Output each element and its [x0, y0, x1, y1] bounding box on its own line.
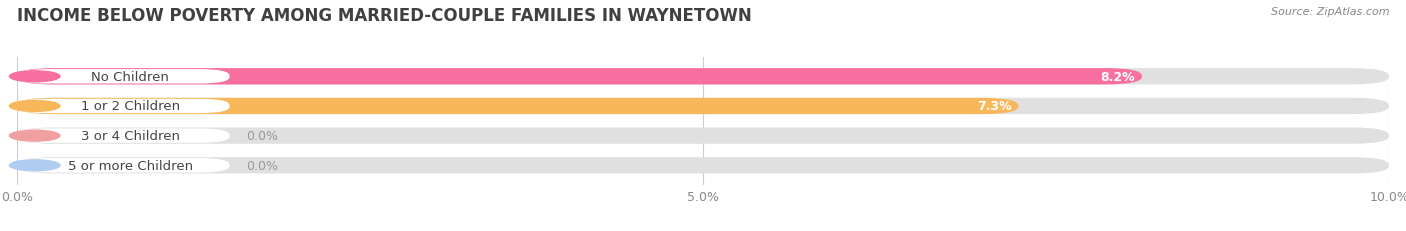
FancyBboxPatch shape [17, 98, 1389, 115]
Circle shape [10, 101, 60, 112]
FancyBboxPatch shape [17, 158, 229, 173]
Text: 7.3%: 7.3% [977, 100, 1012, 113]
Text: Source: ZipAtlas.com: Source: ZipAtlas.com [1271, 7, 1389, 17]
Text: 0.0%: 0.0% [246, 159, 278, 172]
FancyBboxPatch shape [17, 70, 229, 84]
Text: 3 or 4 Children: 3 or 4 Children [80, 130, 180, 143]
FancyBboxPatch shape [17, 98, 1018, 115]
Text: 1 or 2 Children: 1 or 2 Children [80, 100, 180, 113]
Text: 8.2%: 8.2% [1101, 70, 1135, 83]
Text: 0.0%: 0.0% [246, 130, 278, 143]
Text: No Children: No Children [91, 70, 169, 83]
FancyBboxPatch shape [17, 158, 1389, 174]
FancyBboxPatch shape [17, 128, 1389, 144]
Circle shape [10, 72, 60, 82]
FancyBboxPatch shape [17, 69, 1389, 85]
FancyBboxPatch shape [17, 99, 229, 114]
Circle shape [10, 160, 60, 171]
FancyBboxPatch shape [17, 129, 229, 143]
Circle shape [10, 131, 60, 141]
Text: INCOME BELOW POVERTY AMONG MARRIED-COUPLE FAMILIES IN WAYNETOWN: INCOME BELOW POVERTY AMONG MARRIED-COUPL… [17, 7, 752, 25]
Text: 5 or more Children: 5 or more Children [67, 159, 193, 172]
FancyBboxPatch shape [17, 69, 1142, 85]
